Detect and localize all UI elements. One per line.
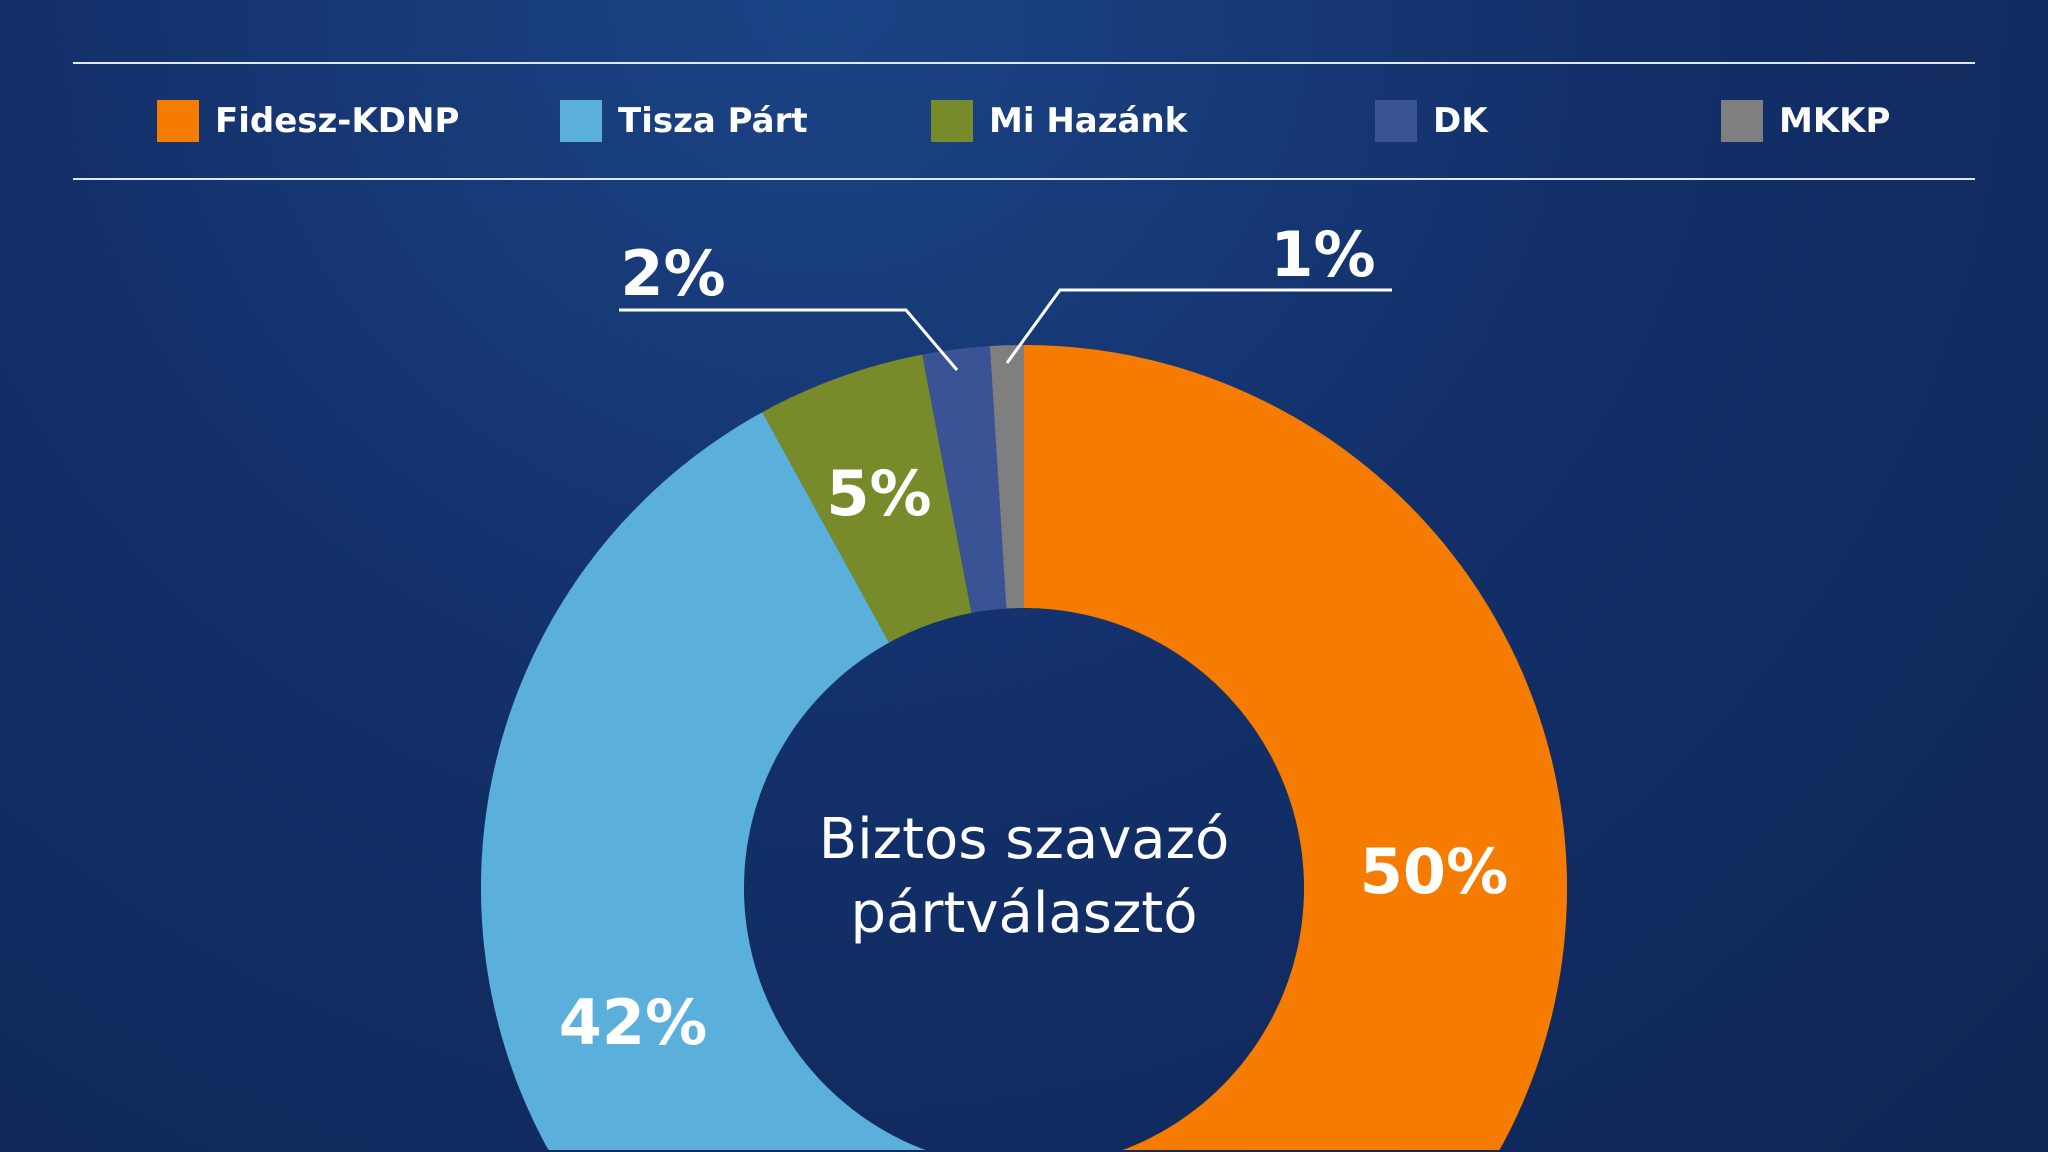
center-label-line-2: pártválasztó [851, 881, 1198, 946]
data-label: 5% [826, 457, 931, 530]
data-label: 2% [620, 237, 725, 310]
legend-item: Tisza Párt [560, 100, 808, 142]
legend-label: Mi Hazánk [989, 101, 1188, 141]
legend-swatch [1721, 100, 1763, 142]
legend-swatch [560, 100, 602, 142]
legend-label: Fidesz-KDNP [215, 101, 460, 141]
legend-swatch [1375, 100, 1417, 142]
slice-dk [922, 346, 1007, 613]
data-label: 50% [1360, 835, 1508, 908]
legend-bottom-divider [73, 178, 1975, 180]
slice-fidesz-kdnp [1024, 345, 1567, 1150]
slice-mkkp [989, 345, 1024, 609]
legend-label: DK [1433, 101, 1488, 141]
legend-swatch [157, 100, 199, 142]
legend-label: MKKP [1779, 101, 1891, 141]
slice-tisza-p-rt [481, 412, 1024, 1150]
center-label-line-1: Biztos szavazó [819, 807, 1230, 872]
slice-mi-haz-nk [762, 354, 972, 643]
legend-top-divider [73, 62, 1975, 64]
leader-line-mkkp [1005, 288, 1392, 364]
legend-swatch [931, 100, 973, 142]
legend-item: Mi Hazánk [931, 100, 1187, 142]
legend-item: Fidesz-KDNP [157, 100, 459, 142]
data-label: 1% [1270, 218, 1375, 291]
legend-item: DK [1375, 100, 1488, 142]
leader-line-dk [619, 308, 959, 371]
legend-label: Tisza Párt [618, 101, 808, 141]
legend-item: MKKP [1721, 100, 1890, 142]
data-label: 42% [559, 986, 707, 1059]
